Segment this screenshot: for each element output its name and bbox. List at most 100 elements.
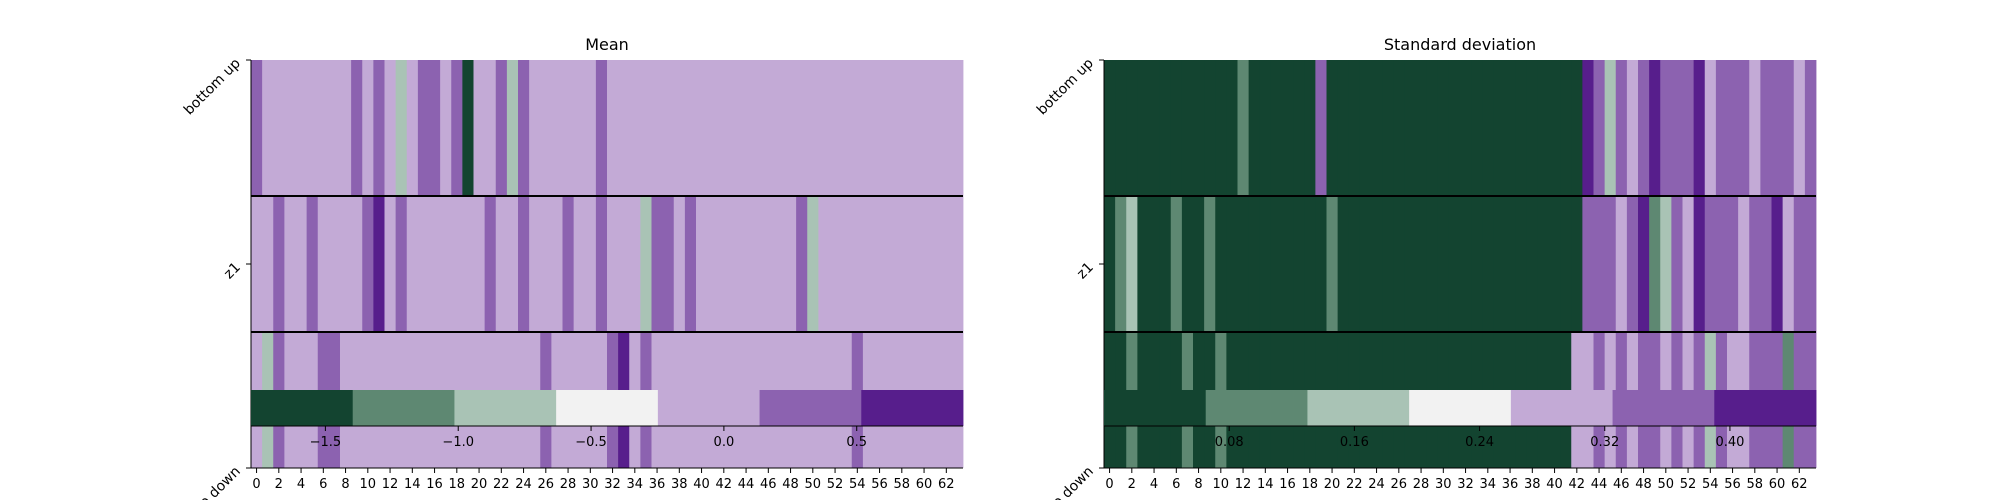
heatmap-cell xyxy=(551,60,563,196)
colorbar-tick-label: 0.16 xyxy=(1340,435,1369,450)
heatmap-cell xyxy=(518,196,530,332)
heatmap-cell xyxy=(1693,196,1706,332)
x-tick-label: 18 xyxy=(449,477,466,492)
colorbar-tick-label: 0.5 xyxy=(846,435,867,450)
heatmap-cell xyxy=(673,196,686,332)
x-tick-label: 12 xyxy=(1235,477,1252,492)
x-tick-label: 50 xyxy=(805,477,822,492)
heatmap-cell xyxy=(1682,60,1695,196)
colorbar-bin xyxy=(1714,390,1817,426)
heatmap-cell xyxy=(1493,196,1505,332)
x-tick-label: 38 xyxy=(1524,477,1541,492)
heatmap-cell xyxy=(751,196,764,332)
heatmap-cell xyxy=(1526,196,1539,332)
heatmap-cell xyxy=(1671,196,1683,332)
heatmap-cell xyxy=(1337,60,1350,196)
heatmap-cell xyxy=(1549,60,1561,196)
heatmap-cell xyxy=(362,196,374,332)
x-tick-label: 20 xyxy=(1324,477,1341,492)
heatmap-cell xyxy=(1582,196,1594,332)
x-tick-label: 50 xyxy=(1658,477,1675,492)
x-tick-label: 18 xyxy=(1302,477,1319,492)
colorbar-bin xyxy=(1104,390,1207,426)
heatmap-cell xyxy=(896,196,908,332)
heatmap-cell xyxy=(1226,60,1238,196)
colorbar-bin xyxy=(759,390,862,426)
heatmap-cell xyxy=(495,60,508,196)
colorbar-tick-label: 0.32 xyxy=(1590,435,1619,450)
x-tick-label: 4 xyxy=(1150,477,1158,492)
heatmap-cell xyxy=(295,196,308,332)
heatmap-cell xyxy=(629,60,641,196)
y-tick-label: bottom up xyxy=(181,55,244,118)
x-tick-label: 56 xyxy=(871,477,888,492)
x-tick-label: 48 xyxy=(782,477,799,492)
x-tick-label: 24 xyxy=(1368,477,1385,492)
heatmap-cell xyxy=(1104,196,1116,332)
heatmap-cell xyxy=(907,196,919,332)
heatmap-cell xyxy=(506,196,519,332)
heatmap-cell xyxy=(1426,60,1439,196)
heatmap-cell xyxy=(1571,196,1583,332)
x-tick-label: 24 xyxy=(515,477,532,492)
heatmap-cell xyxy=(929,196,942,332)
heatmap-cell xyxy=(1526,60,1539,196)
heatmap-cell xyxy=(1282,196,1294,332)
y-tick-label: top down xyxy=(186,464,243,500)
heatmap-cell xyxy=(1549,196,1561,332)
heatmap-cell xyxy=(1804,60,1817,196)
heatmap-cell xyxy=(696,60,708,196)
heatmap-cell xyxy=(1482,196,1494,332)
heatmap-cell xyxy=(1482,60,1494,196)
x-tick-label: 2 xyxy=(275,477,283,492)
x-tick-label: 58 xyxy=(894,477,911,492)
heatmap-cell xyxy=(1137,196,1149,332)
heatmap-cell xyxy=(1226,196,1238,332)
heatmap-cell xyxy=(1515,60,1528,196)
heatmap-cell xyxy=(1437,60,1450,196)
heatmap-cell xyxy=(340,196,352,332)
x-tick-label: 22 xyxy=(493,477,510,492)
colorbar-tick-label: −0.5 xyxy=(575,435,607,450)
colorbar-bin xyxy=(657,390,760,426)
heatmap-cell xyxy=(1104,60,1116,196)
x-tick-label: 46 xyxy=(1613,477,1630,492)
heatmap-cell xyxy=(1760,196,1772,332)
heatmap-cell xyxy=(1793,60,1806,196)
x-tick-label: 42 xyxy=(716,477,733,492)
heatmap-cell xyxy=(573,196,586,332)
heatmap-cell xyxy=(1404,60,1416,196)
x-tick-label: 0 xyxy=(1105,477,1113,492)
heatmap-cell xyxy=(1304,196,1316,332)
x-tick-label: 40 xyxy=(693,477,710,492)
heatmap-cell xyxy=(1359,196,1372,332)
heatmap-cell xyxy=(1382,60,1394,196)
heatmap-cell xyxy=(885,196,897,332)
heatmap-cell xyxy=(551,196,563,332)
x-tick-label: 14 xyxy=(1257,477,1274,492)
heatmap-cell xyxy=(851,196,864,332)
x-tick-label: 54 xyxy=(1702,477,1719,492)
heatmap-cell xyxy=(1393,60,1405,196)
heatmap-cell xyxy=(1348,60,1361,196)
heatmap-cell xyxy=(340,60,352,196)
x-tick-label: 6 xyxy=(319,477,327,492)
heatmap-cell xyxy=(1493,60,1505,196)
x-tick-label: 12 xyxy=(382,477,399,492)
heatmap-cell xyxy=(1571,60,1583,196)
heatmap-cell xyxy=(951,60,964,196)
heatmap-cell xyxy=(495,196,508,332)
heatmap-cell xyxy=(284,196,296,332)
heatmap-cell xyxy=(1771,60,1784,196)
heatmap-cell xyxy=(940,60,953,196)
heatmap-cell xyxy=(918,60,931,196)
heatmap-cell xyxy=(1181,196,1194,332)
heatmap-cell xyxy=(1715,60,1728,196)
heatmap-cell xyxy=(1460,196,1472,332)
heatmap-cell xyxy=(362,60,374,196)
x-tick-label: 28 xyxy=(1413,477,1430,492)
heatmap-cell xyxy=(707,60,719,196)
heatmap-cell xyxy=(1415,60,1428,196)
heatmap-cell xyxy=(1537,196,1550,332)
